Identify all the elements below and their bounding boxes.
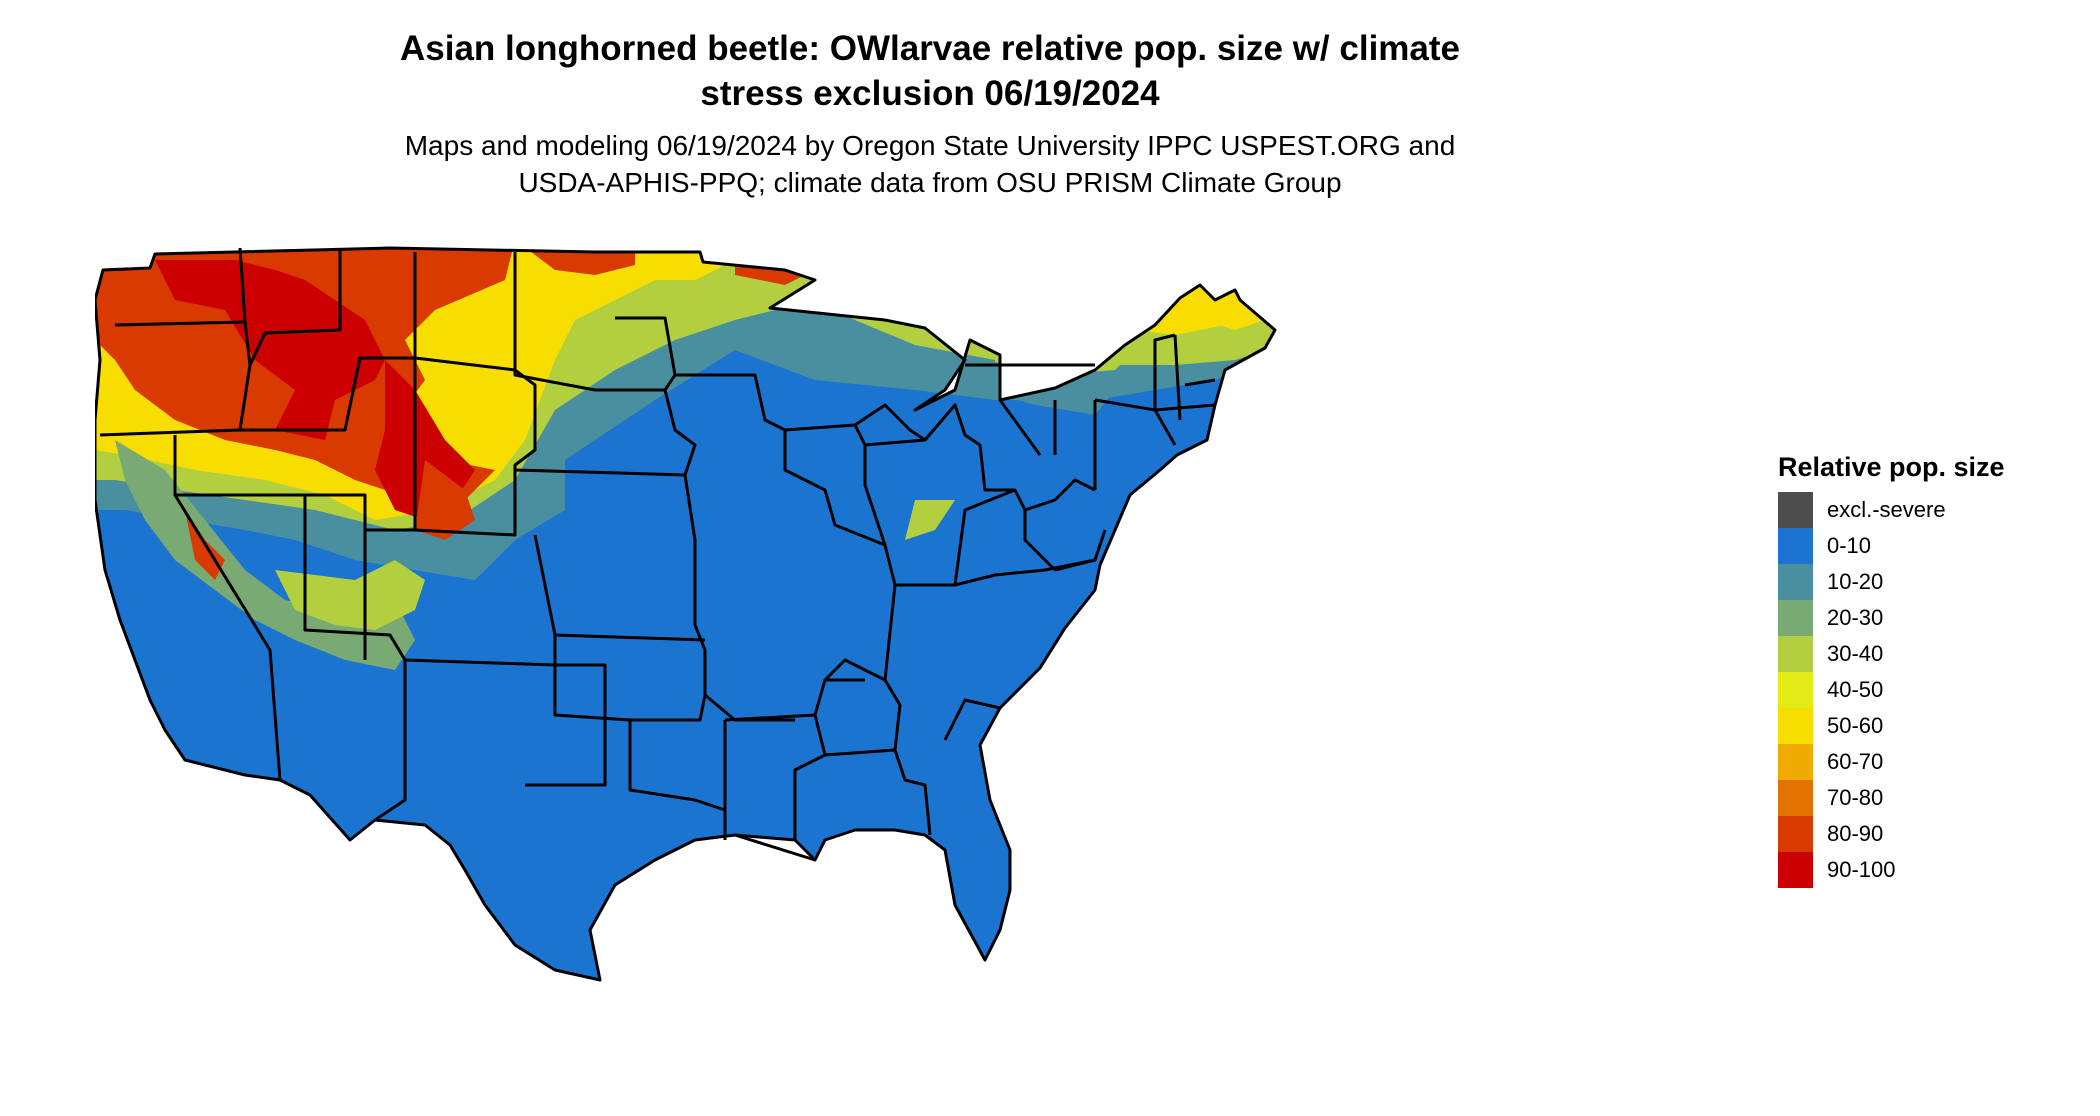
legend-label: 50-60: [1827, 713, 1884, 738]
legend-swatch: [1778, 852, 1813, 888]
legend-swatch: [1778, 780, 1813, 816]
legend: Relative pop. size excl.-severe 0-10 10-20…: [1778, 450, 2088, 888]
legend-item: 70-80: [1778, 780, 2088, 816]
legend-swatch: [1778, 744, 1813, 780]
legend-label: 20-30: [1827, 605, 1884, 630]
legend-label: excl.-severe: [1827, 497, 1946, 522]
legend-item: 50-60: [1778, 708, 2088, 744]
legend-label: 60-70: [1827, 749, 1884, 774]
legend-label: 90-100: [1827, 857, 1896, 882]
legend-items: excl.-severe 0-10 10-20 20-30 30-40 40-50 50-6…: [1778, 492, 2088, 888]
legend-swatch: [1778, 528, 1813, 564]
legend-swatch: [1778, 564, 1813, 600]
legend-label: 40-50: [1827, 677, 1884, 702]
map-raster: [95, 248, 1275, 980]
legend-item: 30-40: [1778, 636, 2088, 672]
legend-label: 80-90: [1827, 821, 1884, 846]
legend-label: 70-80: [1827, 785, 1884, 810]
legend-item: 80-90: [1778, 816, 2088, 852]
map-title-line1: Asian longhorned beetle: OWlarvae relati…: [399, 29, 1460, 68]
legend-swatch: [1778, 816, 1813, 852]
legend-item: 0-10: [1778, 528, 2088, 564]
legend-label: 0-10: [1827, 533, 1872, 558]
legend-swatch: [1778, 600, 1813, 636]
legend-item: 20-30: [1778, 600, 2088, 636]
legend-label: 30-40: [1827, 641, 1884, 666]
legend-swatch: [1778, 492, 1813, 528]
legend-item: 90-100: [1778, 852, 2088, 888]
map-subtitle: Maps and modeling 06/19/2024 by Oregon S…: [255, 127, 1605, 201]
legend-title: Relative pop. size: [1778, 452, 2005, 482]
legend-label: 10-20: [1827, 569, 1884, 594]
us-map: [95, 246, 1277, 982]
map-title-line2: stress exclusion 06/19/2024: [700, 74, 1160, 113]
legend-item: 60-70: [1778, 744, 2088, 780]
state-borders: [95, 246, 1277, 982]
map-subtitle-line1: Maps and modeling 06/19/2024 by Oregon S…: [404, 130, 1456, 161]
legend-swatch: [1778, 672, 1813, 708]
map-subtitle-line2: USDA-APHIS-PPQ; climate data from OSU PR…: [518, 167, 1342, 198]
legend-item: 40-50: [1778, 672, 2088, 708]
legend-item: excl.-severe: [1778, 492, 2088, 528]
legend-swatch: [1778, 708, 1813, 744]
legend-swatch: [1778, 636, 1813, 672]
legend-item: 10-20: [1778, 564, 2088, 600]
map-title: Asian longhorned beetle: OWlarvae relati…: [255, 26, 1605, 116]
